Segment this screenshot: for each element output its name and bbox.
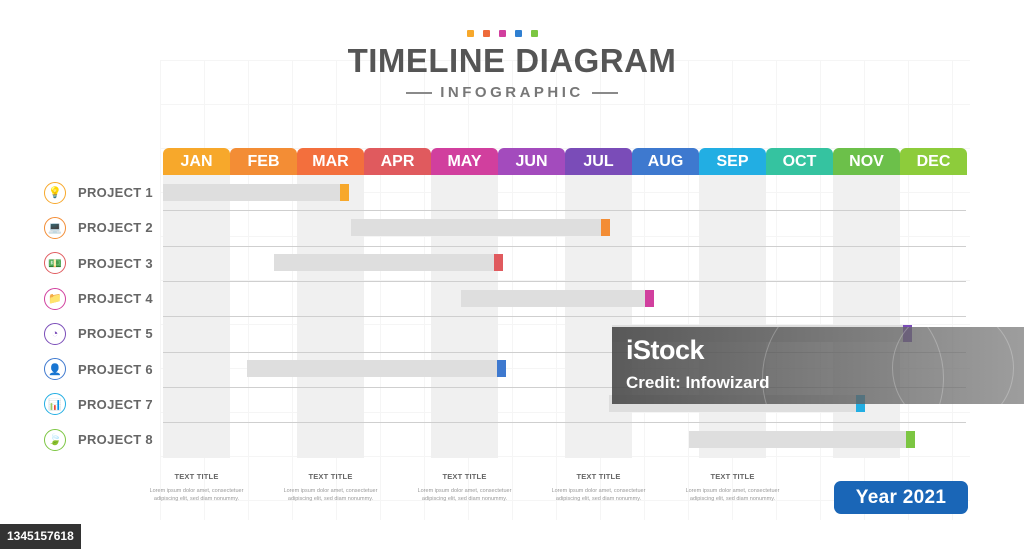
decorative-dot [531,30,538,37]
project-bar-end-marker [497,360,507,378]
project-label: PROJECT 4 [78,291,153,307]
project-label: PROJECT 7 [78,396,153,412]
note-body: Lorem ipsum dolor amet, consectetuer adi… [417,488,512,502]
row-separator [163,422,966,424]
page-title: TIMELINE DIAGRAM [347,42,677,79]
project-label: PROJECT 3 [78,255,153,271]
note-body: Lorem ipsum dolor amet, consectetuer adi… [283,488,378,502]
text-note-2: TEXT TITLE Lorem ipsum dolor amet, consec… [281,472,381,503]
project-label: PROJECT 5 [78,326,153,342]
note-title: TEXT TITLE [174,472,219,481]
year-badge: Year 2021 [834,481,968,514]
month-header-feb: FEB [230,148,297,175]
row-separator [163,280,966,282]
project-label: PROJECT 6 [78,361,153,377]
leaf-icon: 🍃 [44,428,66,451]
note-title: TEXT TITLE [442,472,487,481]
note-body: Lorem ipsum dolor amet, consectetuer adi… [685,488,780,502]
subtitle-row: INFOGRAPHIC [0,84,1024,101]
project-label: PROJECT 1 [78,185,153,201]
project-bar-end-marker [601,218,611,236]
decorative-dot [499,30,506,37]
project-bar-end-marker [493,254,503,272]
month-header-aug: AUG [632,148,699,175]
text-note-1: TEXT TITLE Lorem ipsum dolor amet, consec… [147,472,247,503]
note-title: TEXT TITLE [308,472,353,481]
text-note-4: TEXT TITLE Lorem ipsum dolor amet, consec… [549,472,649,503]
row-separator [163,386,966,388]
row-separator [163,210,966,212]
month-header-may: MAY [431,148,498,175]
text-note-5: TEXT TITLE Lorem ipsum dolor amet, consec… [683,472,783,503]
stock-id-label: 1345157618 [0,524,81,549]
subtitle-line-right [591,91,618,94]
laptop-icon: 💻 [44,216,66,239]
row-separator [163,245,966,247]
lightbulb-icon: 💡 [44,181,66,204]
month-header-jul: JUL [565,148,632,175]
money-icon: 💵 [44,252,66,275]
month-header-oct: OCT [766,148,833,175]
row-separator [163,316,966,318]
bar-chart-icon: 📊 [44,393,66,416]
project-bar-4 [461,289,654,307]
project-bar-end-marker [906,430,916,448]
month-header-nov: NOV [833,148,900,175]
text-note-3: TEXT TITLE Lorem ipsum dolor amet, consec… [415,472,515,503]
subtitle-line-left [406,91,433,94]
project-bar-8 [688,430,916,448]
project-row-8: 🍃 PROJECT 8 [44,425,153,455]
project-row-3: 💵 PROJECT 3 [44,248,153,278]
month-header-apr: APR [364,148,431,175]
watermark-brand: iStock [626,335,705,365]
watermark-circle [892,327,1014,404]
folder-icon: 📁 [44,287,66,310]
row-separator [163,351,966,353]
project-row-6: 👤 PROJECT 6 [44,354,153,384]
watermark-credit: Credit: Infowizard [626,373,770,392]
project-bar-end-marker [339,183,349,201]
month-header-sep: SEP [699,148,766,175]
project-label: PROJECT 2 [78,220,153,236]
project-row-5: ◔ PROJECT 5 [44,319,153,349]
decorative-dots [467,30,538,37]
project-row-1: 💡 PROJECT 1 [44,178,153,208]
project-bar-1 [163,183,349,201]
decorative-dot [515,30,522,37]
note-body: Lorem ipsum dolor amet, consectetuer adi… [551,488,646,502]
month-header-jan: JAN [163,148,230,175]
month-header-mar: MAR [297,148,364,175]
project-bar-6 [246,360,507,378]
pie-chart-icon: ◔ [44,322,66,345]
user-icon: 👤 [44,358,66,381]
watermark-overlay: iStock Credit: Infowizard [612,327,1024,404]
page-subtitle: INFOGRAPHIC [440,84,584,101]
month-header-jun: JUN [498,148,565,175]
project-label: PROJECT 8 [78,432,153,448]
project-bar-3 [273,254,503,272]
note-title: TEXT TITLE [710,472,755,481]
project-row-2: 💻 PROJECT 2 [44,213,153,243]
decorative-dot [467,30,474,37]
project-row-4: 📁 PROJECT 4 [44,284,153,314]
note-body: Lorem ipsum dolor amet, consectetuer adi… [149,488,244,502]
project-bar-end-marker [644,289,654,307]
note-title: TEXT TITLE [576,472,621,481]
decorative-dot [483,30,490,37]
month-header-dec: DEC [900,148,967,175]
project-bar-2 [350,218,611,236]
project-row-7: 📊 PROJECT 7 [44,389,153,419]
